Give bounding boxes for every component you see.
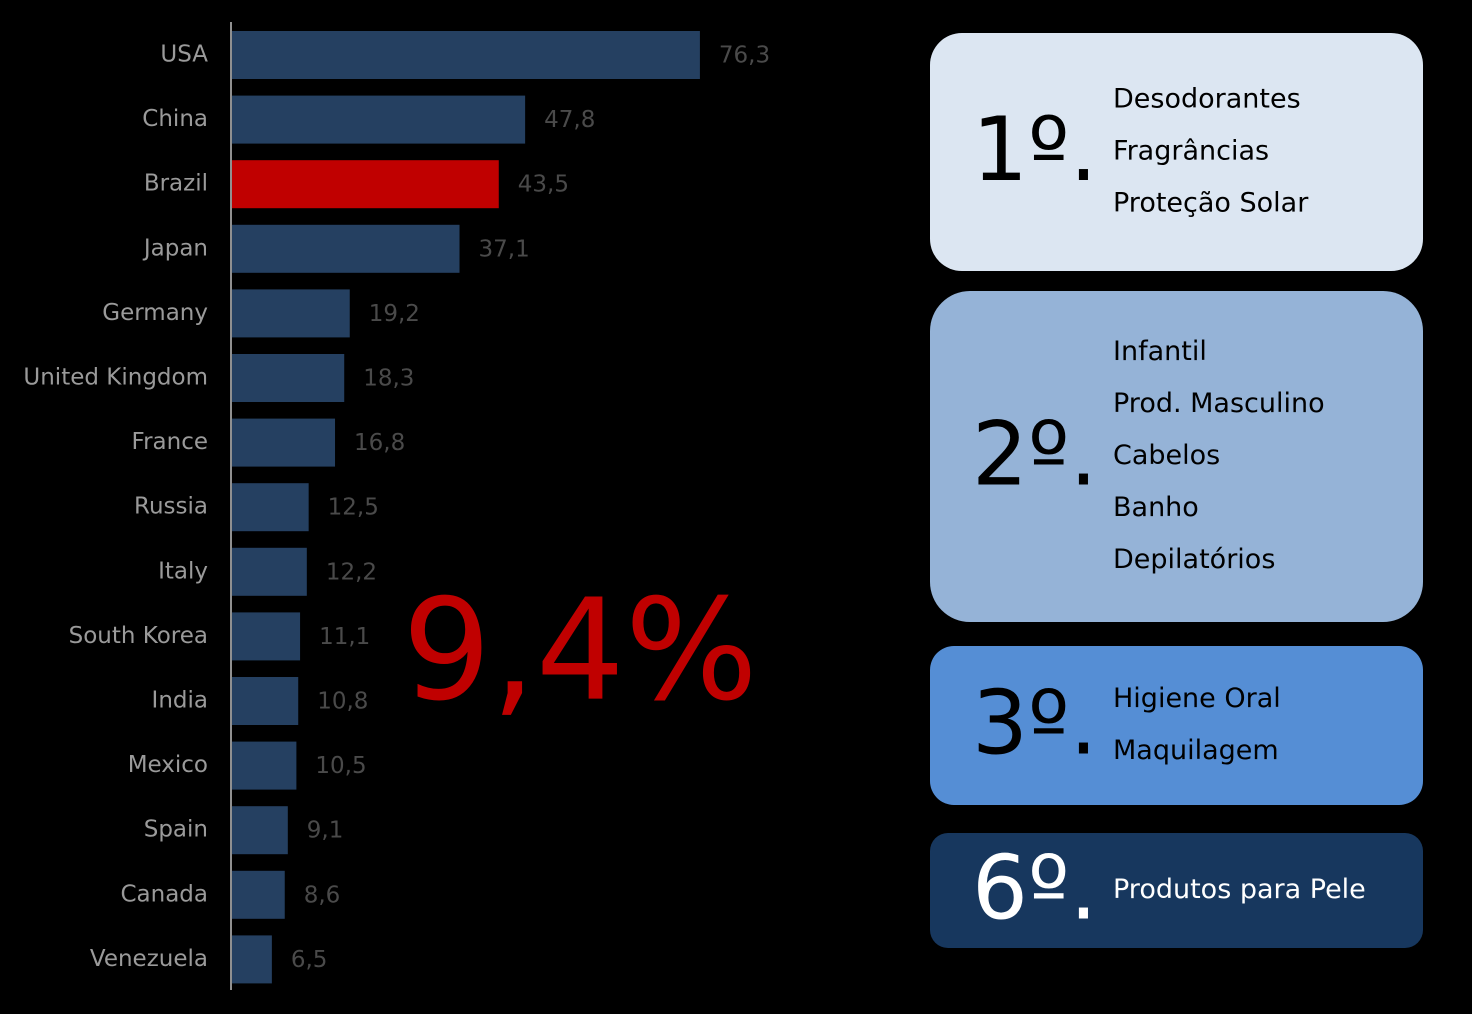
value-label: 16,8	[354, 430, 405, 456]
category-label: Canada	[120, 881, 208, 907]
value-label: 10,5	[315, 753, 366, 779]
rank-label: 2º.	[972, 402, 1097, 505]
category-label: Mexico	[128, 752, 208, 778]
ranking-item: Maquilagem	[1113, 735, 1279, 766]
bar	[232, 870, 285, 919]
bar	[232, 547, 307, 596]
rank-label: 1º.	[972, 98, 1097, 201]
ranking-item: Fragrâncias	[1113, 136, 1269, 167]
ranking-box	[930, 646, 1423, 805]
ranking-item: Higiene Oral	[1113, 683, 1281, 714]
ranking-item: Proteção Solar	[1113, 188, 1309, 219]
category-label: Japan	[142, 235, 208, 261]
bar	[232, 483, 309, 532]
ranking-item: Depilatórios	[1113, 544, 1275, 575]
bar	[232, 935, 272, 984]
bar	[232, 612, 301, 661]
category-label: Venezuela	[90, 946, 208, 972]
value-label: 6,5	[291, 947, 328, 973]
category-label: South Korea	[69, 623, 208, 649]
ranking-item: Cabelos	[1113, 440, 1220, 471]
ranking-item: Desodorantes	[1113, 84, 1301, 115]
category-label: Italy	[158, 558, 208, 584]
value-label: 11,1	[319, 624, 370, 650]
value-label: 8,6	[304, 882, 341, 908]
ranking-box	[930, 33, 1423, 271]
bar	[232, 354, 345, 402]
category-label: Brazil	[144, 171, 208, 197]
bar	[232, 741, 297, 790]
bar	[232, 224, 460, 273]
value-label: 12,5	[328, 495, 379, 521]
bar	[232, 806, 288, 855]
value-label: 9,1	[307, 818, 344, 844]
category-label: United Kingdom	[23, 365, 208, 391]
rank-label: 6º.	[972, 836, 1097, 939]
value-label: 76,3	[719, 43, 770, 69]
category-label: France	[132, 429, 208, 455]
value-label: 43,5	[518, 172, 569, 198]
bar	[232, 289, 350, 338]
category-label: USA	[160, 42, 208, 68]
value-label: 18,3	[363, 366, 414, 392]
bar	[232, 677, 299, 725]
category-label: Germany	[102, 300, 208, 326]
category-label: Russia	[134, 494, 208, 520]
bar	[232, 418, 336, 467]
value-label: 37,1	[479, 236, 530, 262]
ranking-item: Infantil	[1113, 336, 1207, 367]
value-label: 12,2	[326, 559, 377, 585]
category-label: Spain	[144, 817, 208, 843]
ranking-item: Banho	[1113, 492, 1199, 523]
category-label: India	[152, 688, 208, 714]
value-label: 19,2	[369, 301, 420, 327]
bar	[232, 31, 700, 79]
annotation: 9,4%	[402, 570, 758, 733]
ranking-box	[930, 291, 1423, 622]
ranking-item: Prod. Masculino	[1113, 388, 1325, 419]
rank-label: 3º.	[972, 671, 1097, 774]
ranking-box	[930, 833, 1423, 948]
value-label: 10,8	[317, 689, 368, 715]
bar	[232, 160, 499, 209]
category-label: China	[142, 106, 208, 132]
bar	[232, 95, 526, 144]
value-label: 47,8	[544, 107, 595, 133]
ranking-item: Produtos para Pele	[1113, 874, 1366, 905]
